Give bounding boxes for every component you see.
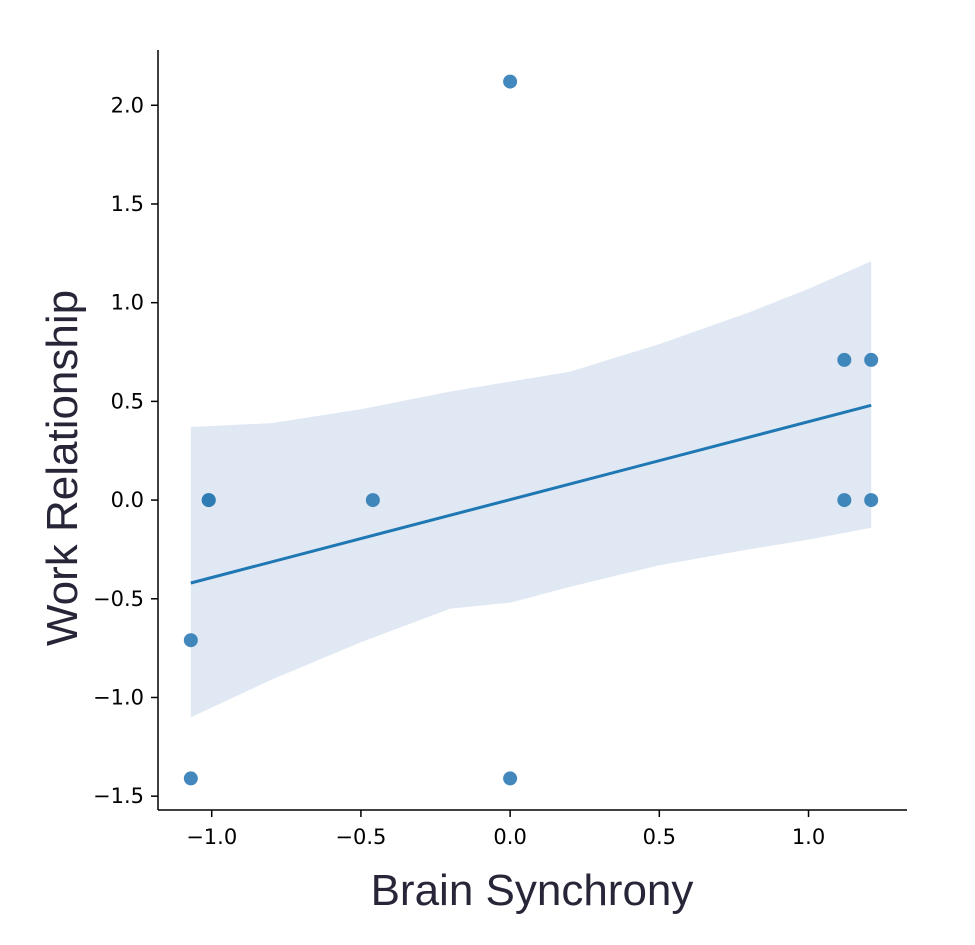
regression-line-layer bbox=[190, 403, 872, 585]
x-tick-label: 0.5 bbox=[643, 825, 676, 849]
x-tick-label: 0.0 bbox=[493, 825, 526, 849]
axes-layer bbox=[151, 50, 907, 817]
data-point-4 bbox=[365, 493, 380, 508]
regression-line bbox=[190, 403, 872, 585]
data-point-6 bbox=[503, 771, 518, 786]
data-point-7 bbox=[837, 352, 852, 367]
confidence-band bbox=[190, 261, 872, 718]
confidence-band-layer bbox=[190, 261, 872, 718]
data-points-layer bbox=[183, 74, 879, 786]
x-axis-title: Brain Synchrony bbox=[371, 866, 694, 915]
x-tick-label: −1.0 bbox=[186, 825, 237, 849]
data-point-9 bbox=[837, 493, 852, 508]
y-tick-label: −1.0 bbox=[93, 685, 144, 709]
data-point-0 bbox=[183, 771, 198, 786]
x-tick-label: −0.5 bbox=[335, 825, 386, 849]
y-tick-label: −0.5 bbox=[93, 587, 144, 611]
y-tick-label: 0.0 bbox=[111, 488, 144, 512]
data-point-10 bbox=[864, 493, 879, 508]
y-tick-label: 1.0 bbox=[111, 291, 144, 315]
x-tick-label: 1.0 bbox=[792, 825, 825, 849]
data-point-3 bbox=[201, 493, 216, 508]
y-tick-label: 2.0 bbox=[111, 93, 144, 117]
data-point-8 bbox=[864, 352, 879, 367]
y-tick-label: 1.5 bbox=[111, 192, 144, 216]
y-tick-label: −1.5 bbox=[93, 784, 144, 808]
y-tick-label: 0.5 bbox=[111, 389, 144, 413]
data-point-5 bbox=[503, 74, 518, 89]
tick-labels-layer: −1.0 −0.5 0.0 0.5 1.0 −1.5 −1.0 −0.5 0.0 0.5 1.0 1.… bbox=[93, 93, 825, 849]
data-point-1 bbox=[183, 633, 198, 648]
y-axis-title: Work Relationship bbox=[38, 290, 87, 646]
